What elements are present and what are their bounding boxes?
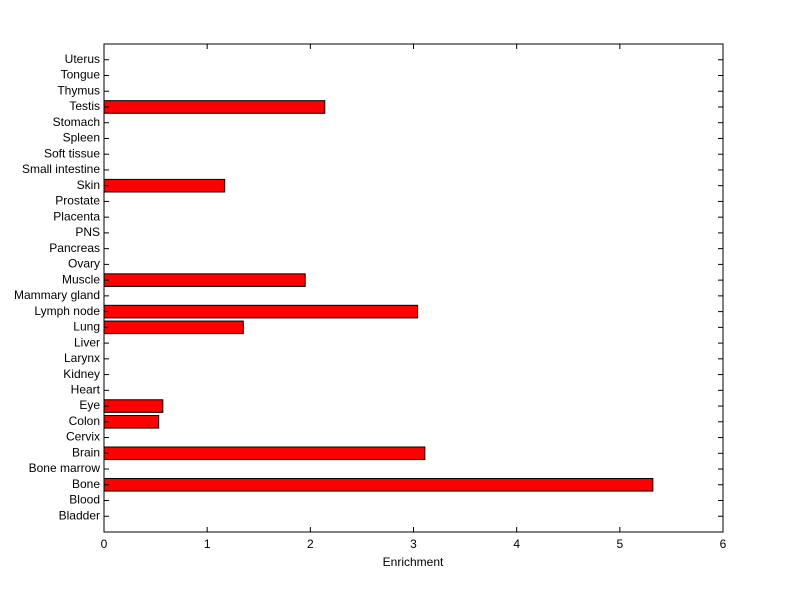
x-tick-label: 2 — [307, 537, 314, 551]
y-tick-label: Skin — [77, 178, 100, 192]
y-tick-label: Brain — [72, 445, 100, 459]
y-tick-label: Colon — [69, 414, 100, 428]
bar — [103, 320, 244, 335]
y-tick-label: Thymus — [57, 83, 100, 97]
y-tick-label: Kidney — [63, 367, 100, 381]
y-tick-label: Soft tissue — [44, 146, 100, 160]
y-tick-label: Larynx — [64, 351, 100, 365]
y-tick-label: Mammary gland — [14, 288, 100, 302]
bar — [103, 477, 654, 492]
y-tick-label: Lymph node — [34, 304, 100, 318]
y-tick-label: Bone marrow — [29, 461, 101, 475]
bar — [103, 415, 160, 429]
y-tick-label: Lung — [73, 320, 100, 334]
y-tick-label: Heart — [71, 382, 101, 396]
y-tick-label: Uterus — [65, 52, 100, 66]
bar — [103, 273, 306, 287]
bar — [103, 178, 226, 193]
y-tick-label: Small intestine — [22, 162, 100, 176]
y-tick-label: Testis — [69, 99, 100, 113]
bar — [103, 100, 326, 114]
y-tick-label: Tongue — [61, 68, 101, 82]
x-tick-label: 4 — [513, 537, 520, 551]
bar — [103, 304, 419, 319]
x-tick-label: 3 — [410, 537, 417, 551]
y-tick-label: Eye — [79, 398, 100, 412]
y-tick-label: Ovary — [68, 257, 100, 271]
y-tick-label: Blood — [69, 493, 100, 507]
y-tick-label: Prostate — [55, 194, 100, 208]
y-tick-label: Liver — [74, 335, 100, 349]
y-tick-label: PNS — [75, 225, 100, 239]
y-tick-label: Muscle — [62, 272, 100, 286]
y-tick-label: Pancreas — [49, 241, 100, 255]
x-tick-label: 5 — [616, 537, 623, 551]
y-tick-label: Stomach — [53, 115, 100, 129]
x-tick-label: 1 — [204, 537, 211, 551]
x-tick-label: 6 — [720, 537, 727, 551]
x-axis-label: Enrichment — [383, 555, 444, 569]
y-tick-label: Cervix — [66, 430, 100, 444]
bar — [103, 446, 426, 461]
y-tick-label: Bladder — [59, 508, 100, 522]
y-tick-label: Bone — [72, 477, 100, 491]
y-tick-label: Placenta — [53, 209, 100, 223]
y-tick-label: Spleen — [63, 131, 100, 145]
bar — [103, 399, 164, 413]
x-tick-label: 0 — [101, 537, 108, 551]
